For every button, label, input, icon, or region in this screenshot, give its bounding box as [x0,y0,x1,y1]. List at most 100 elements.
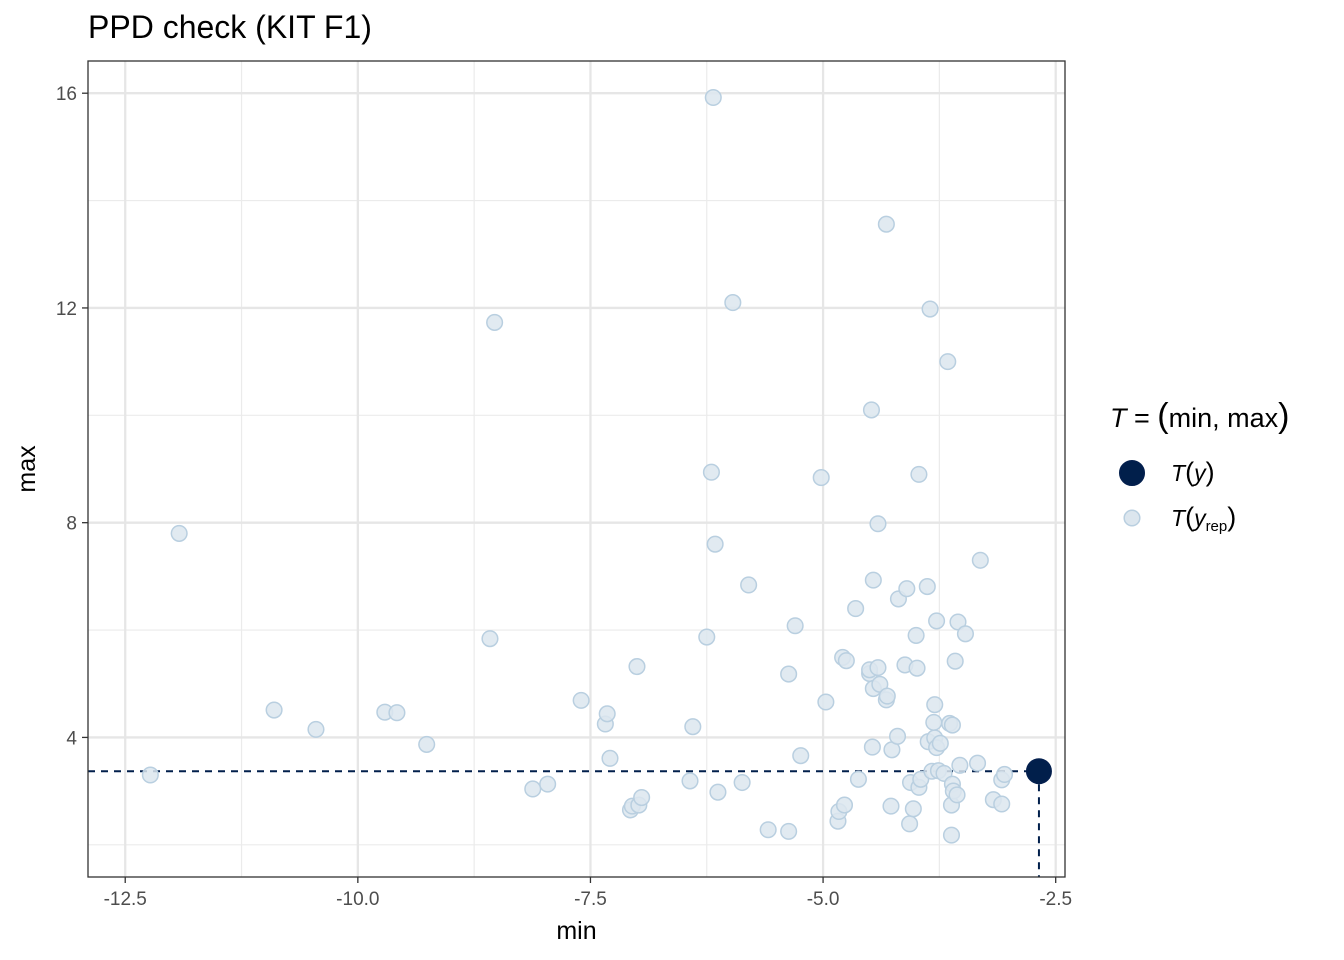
replicated-point [995,765,1014,784]
y-tick-label: 12 [56,299,77,320]
replicated-point [265,701,283,719]
replicated-point [141,766,159,784]
replicated-point [740,576,758,594]
replicated-point [942,826,961,844]
legend-key-replicated [1123,509,1141,527]
replicated-point [681,772,699,790]
replicated-point [908,659,926,677]
replicated-point [939,353,957,371]
legend-label-paren: ( [1185,457,1194,487]
replicated-point [817,693,835,711]
replicated-point [388,704,406,722]
legend-title-close-paren: ) [1278,397,1289,435]
legend-label-observed: T(y) [1171,457,1215,487]
legend-label-replicated: T(yrep) [1171,502,1236,535]
legend-label-fn: T [1171,460,1187,486]
replicated-point [601,749,619,767]
replicated-point [698,628,716,646]
replicated-point [901,815,919,833]
replicated-point [898,580,916,598]
replicated-point [926,696,944,714]
replicated-point [835,796,854,814]
replicated-points [141,88,1014,844]
replicated-point [951,756,969,774]
replicated-point [418,735,436,753]
replicated-point [925,713,943,731]
replicated-point [993,795,1011,813]
replicated-point [628,658,646,676]
replicated-point [524,780,542,798]
observed-reference-lines [88,770,1040,877]
legend-title-open-paren: ( [1157,397,1169,435]
replicated-point [878,687,896,705]
legend-label-fn: T [1171,505,1187,531]
replicated-point [481,630,499,648]
replicated-point [598,705,616,723]
replicated-point [539,775,557,793]
replicated-point [943,716,961,734]
replicated-point [847,600,865,618]
x-axis-title: min [556,917,596,945]
replicated-point [724,294,742,312]
legend-key-observed [1119,460,1145,486]
replicated-point [307,720,325,738]
legend-title: T = (min, max) [1110,397,1289,435]
replicated-point [869,659,887,677]
replicated-point [486,313,504,331]
replicated-point [792,747,810,765]
legend: T = (min, max) T(y)T(yrep) [1110,397,1289,535]
replicated-point [812,469,830,487]
y-axis-ticks: 4 8 12 16 [56,84,88,749]
x-tick-label: -7.5 [574,889,607,910]
replicated-point [968,754,987,772]
legend-title-body: min, max [1169,403,1279,433]
legend-label-arg: y [1192,460,1207,486]
plot-panel-border [87,60,1066,878]
replicated-point [918,578,936,596]
legend-label-paren: ) [1227,502,1236,532]
replicated-point [837,652,855,670]
replicated-point [704,88,722,107]
grid-minor [88,61,1065,877]
replicated-point [709,783,727,801]
replicated-point [759,821,777,839]
legend-label-paren: ) [1206,457,1215,487]
legend-label-paren: ( [1185,502,1194,532]
replicated-point [780,822,798,840]
replicated-point [849,770,867,788]
replicated-point [888,727,907,745]
legend-label-subscript: rep [1206,518,1228,535]
y-tick-label: 4 [66,728,77,749]
replicated-point [948,786,966,804]
observed-point [1025,758,1052,785]
legend-title-symbol: T [1110,403,1129,433]
legend-title-equals: = [1127,403,1158,433]
replicated-point [706,535,724,553]
observed-point-layer [1025,758,1052,785]
replicated-point [971,551,989,569]
replicated-point [170,524,188,542]
replicated-point [946,652,964,670]
y-axis-title: max [13,445,41,493]
x-tick-label: -10.0 [336,889,379,910]
replicated-point [882,797,900,815]
replicated-point [907,626,925,644]
x-tick-label: -12.5 [104,889,147,910]
y-tick-label: 16 [56,84,77,105]
replicated-point [702,463,720,481]
x-axis-ticks: -12.5 -10.0 -7.5 -5.0 -2.5 [104,877,1072,910]
y-tick-label: 8 [66,514,77,535]
replicated-point [931,734,949,752]
replicated-point [684,718,702,736]
x-tick-label: -5.0 [807,889,840,910]
legend-entries: T(y)T(yrep) [1119,457,1236,535]
replicated-point [633,788,651,807]
replicated-point [877,215,895,233]
replicated-point [921,300,939,318]
replicated-point [733,773,751,792]
replicated-point [956,625,974,643]
replicated-point [572,691,590,709]
replicated-point [910,465,928,483]
replicated-point [863,738,881,756]
